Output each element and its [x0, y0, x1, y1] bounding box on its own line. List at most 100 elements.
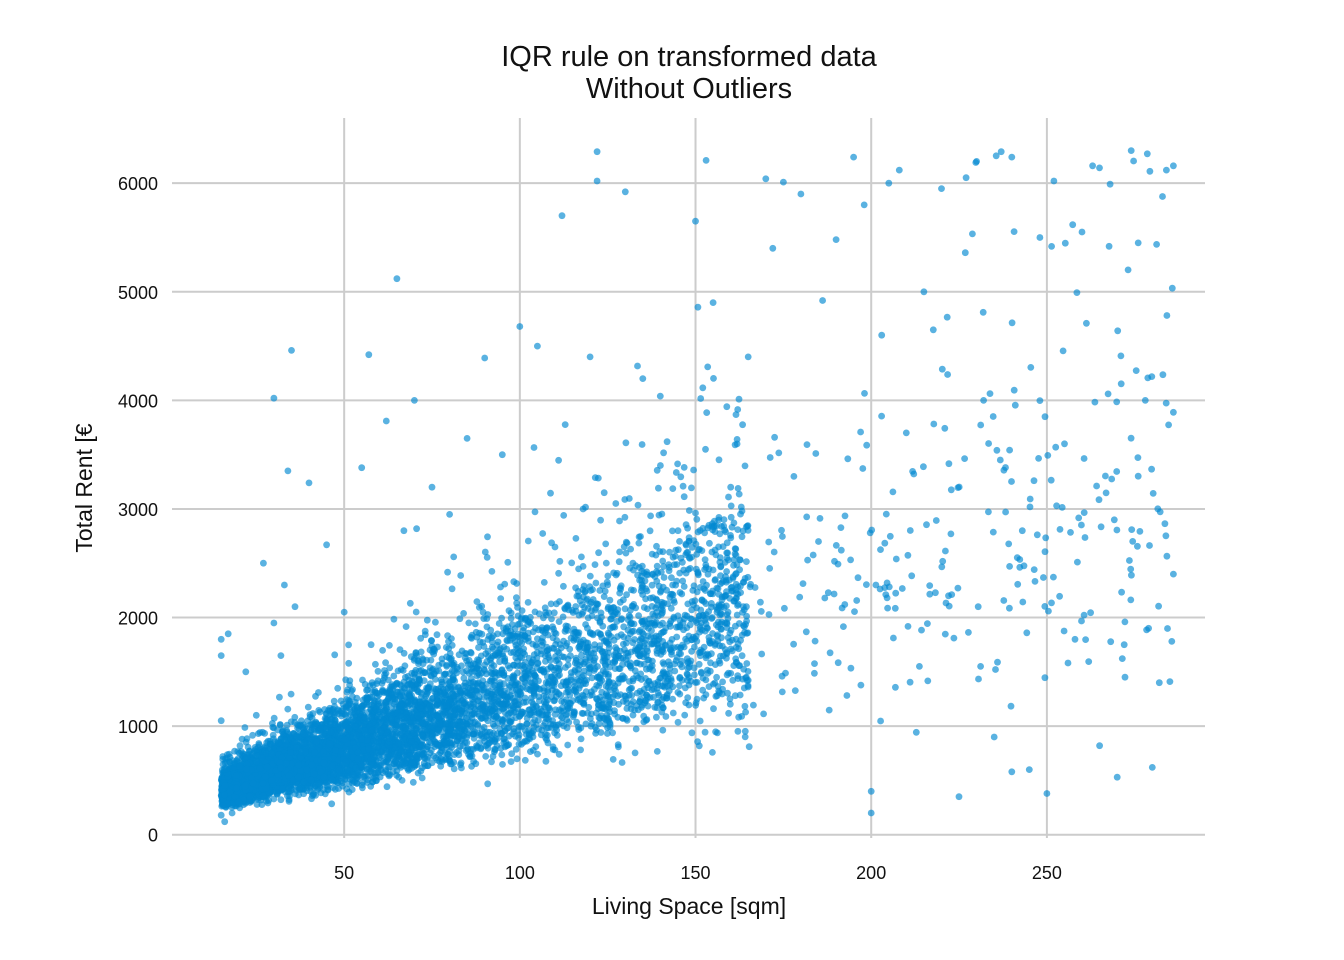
data-point	[483, 702, 491, 709]
data-point	[578, 709, 586, 717]
data-point	[560, 512, 568, 519]
data-point	[1113, 526, 1121, 534]
data-point	[916, 663, 923, 670]
data-point	[1016, 563, 1024, 571]
data-point	[643, 645, 651, 653]
data-point	[945, 460, 953, 468]
data-point	[1162, 532, 1170, 540]
data-point	[904, 551, 912, 559]
data-point	[697, 606, 705, 614]
data-point	[591, 474, 599, 481]
data-point	[834, 560, 842, 568]
data-point	[484, 533, 491, 541]
data-point	[837, 524, 845, 531]
data-point	[631, 749, 639, 757]
data-point	[1091, 398, 1099, 406]
data-point	[663, 438, 671, 446]
data-point	[676, 682, 683, 690]
data-point	[944, 371, 951, 378]
data-point	[444, 568, 451, 576]
data-point	[977, 421, 985, 429]
data-point	[1095, 496, 1103, 504]
data-point	[975, 675, 982, 683]
data-point	[450, 553, 458, 561]
data-point	[672, 469, 680, 476]
data-point	[648, 581, 656, 589]
data-point	[738, 533, 746, 541]
data-point	[1007, 702, 1015, 710]
data-point	[578, 651, 585, 659]
data-point	[832, 542, 840, 549]
data-point	[623, 539, 631, 547]
data-point	[653, 542, 660, 550]
data-point	[1008, 319, 1016, 327]
data-point	[519, 649, 527, 656]
data-point	[284, 705, 292, 713]
data-point	[662, 713, 670, 720]
data-point	[483, 623, 491, 631]
data-point	[909, 468, 916, 475]
data-point	[889, 488, 897, 496]
data-point	[733, 440, 741, 448]
data-point	[571, 708, 578, 715]
data-point	[667, 604, 675, 612]
data-point	[611, 707, 618, 715]
data-point	[898, 585, 906, 592]
data-point	[942, 547, 949, 555]
data-point	[877, 717, 884, 725]
data-point	[621, 513, 629, 521]
data-point	[1096, 164, 1103, 172]
data-point	[681, 711, 689, 719]
data-point	[276, 693, 283, 701]
data-point	[945, 602, 953, 610]
data-point	[343, 695, 351, 703]
data-point	[381, 667, 388, 674]
data-point	[791, 687, 799, 694]
data-point	[283, 727, 291, 734]
data-point	[594, 663, 601, 670]
data-point	[609, 756, 617, 763]
data-point	[602, 540, 610, 548]
data-point	[866, 529, 874, 537]
data-point	[646, 527, 654, 535]
data-point	[642, 716, 650, 724]
data-point	[563, 640, 571, 647]
data-point	[330, 697, 338, 705]
data-point	[1108, 475, 1116, 483]
data-point	[555, 667, 563, 674]
data-point	[291, 719, 299, 726]
data-point	[457, 761, 464, 769]
data-point	[697, 395, 705, 402]
data-point	[640, 660, 648, 668]
data-point	[398, 777, 406, 784]
data-point	[285, 797, 293, 805]
data-point	[851, 608, 858, 615]
data-point	[954, 584, 962, 592]
data-point	[726, 700, 734, 708]
data-point	[658, 510, 666, 518]
data-point	[488, 568, 496, 575]
data-point	[680, 493, 688, 501]
data-point	[1048, 243, 1055, 250]
data-point	[463, 709, 471, 717]
data-point	[743, 603, 750, 611]
data-point	[1121, 618, 1129, 626]
data-point	[427, 637, 435, 644]
data-point	[660, 449, 667, 457]
data-point	[427, 656, 435, 664]
data-point	[666, 548, 673, 556]
data-point	[579, 563, 587, 570]
data-point	[304, 703, 312, 711]
data-point	[527, 748, 534, 755]
data-point	[627, 586, 635, 594]
data-point	[734, 526, 742, 533]
data-point	[741, 727, 749, 735]
data-point	[1069, 221, 1077, 229]
data-point	[989, 528, 997, 536]
data-point	[796, 593, 804, 601]
data-point	[487, 660, 495, 667]
data-point	[544, 631, 552, 639]
data-point	[577, 735, 585, 743]
data-point	[345, 641, 352, 649]
data-point	[847, 664, 855, 672]
